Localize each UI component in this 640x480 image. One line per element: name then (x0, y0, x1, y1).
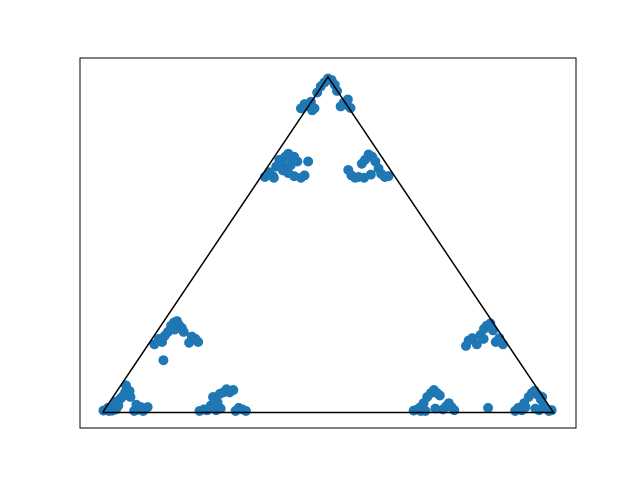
triangle-layer (101, 75, 555, 414)
scatter-point (497, 339, 508, 350)
scatter-point (268, 172, 279, 183)
scatter-point (449, 405, 460, 416)
scatter-point (131, 399, 142, 410)
scatter-point (519, 398, 530, 409)
scatter-point (120, 380, 131, 391)
scatter-point (434, 390, 445, 401)
scatter-point (430, 403, 441, 414)
scatter-point (158, 355, 169, 366)
scatter-point (215, 403, 226, 414)
scatter-point (420, 405, 431, 416)
scatter-point (240, 405, 251, 416)
scatter-point (383, 171, 394, 182)
scatter-point (142, 402, 153, 413)
scatter-point (125, 392, 136, 403)
scatter-point (193, 336, 204, 347)
scatter-point (299, 170, 310, 181)
points-layer (98, 73, 557, 416)
axes-frame (79, 57, 577, 429)
scatter-point (303, 156, 314, 167)
scatter-point (488, 325, 499, 336)
scatter-point (471, 339, 482, 350)
scatter-point (285, 160, 296, 171)
scatter-point (534, 405, 545, 416)
scatter-point (307, 105, 318, 116)
scatter-point (483, 402, 494, 413)
scatter-point (359, 172, 370, 183)
scatter-point (342, 94, 353, 105)
triangle-outline (101, 75, 555, 414)
scatter-point (277, 165, 288, 176)
scatter-point (478, 333, 489, 344)
scatter-point (169, 324, 180, 335)
scatter-point (178, 326, 189, 337)
scatter-point (228, 385, 239, 396)
